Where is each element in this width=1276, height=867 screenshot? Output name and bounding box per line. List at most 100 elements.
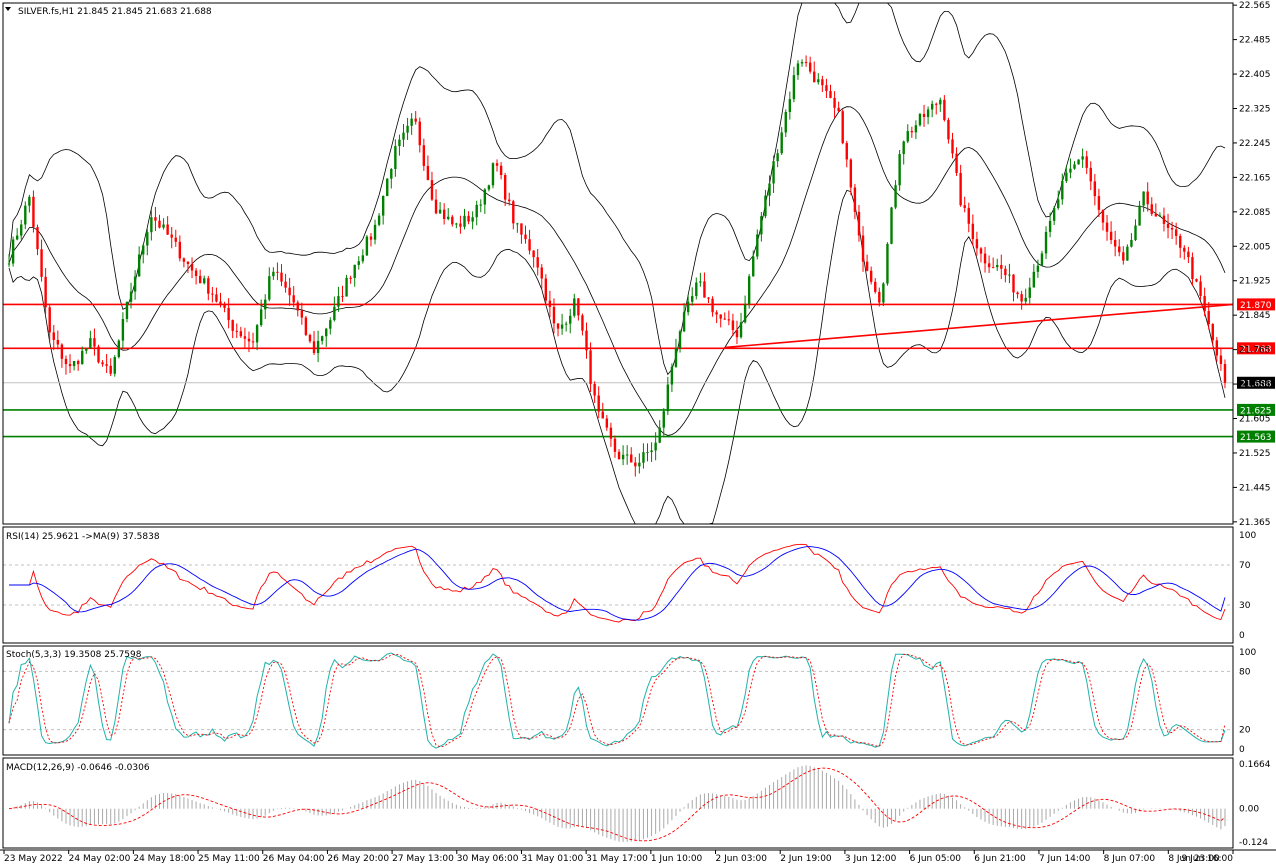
candle-body <box>654 442 657 451</box>
candle-body <box>760 216 763 235</box>
macd-tick-label: 0.1664 <box>1239 760 1271 770</box>
candle-body <box>1012 274 1015 293</box>
stochastic-pane[interactable] <box>3 652 1233 749</box>
candle-body <box>28 196 31 206</box>
candle-body <box>752 256 755 277</box>
candle-body <box>1105 222 1109 232</box>
candle-body <box>320 336 324 341</box>
candle-body <box>381 195 385 216</box>
candle-body <box>1097 196 1101 210</box>
level-tag <box>1237 298 1275 311</box>
candle-body <box>56 339 60 345</box>
candle-body <box>52 332 55 340</box>
candle-body <box>1162 215 1166 224</box>
rsi-frame <box>2 526 1234 644</box>
candle-body <box>60 344 64 359</box>
rsi-pane[interactable] <box>3 543 1233 623</box>
candle-body <box>243 336 247 339</box>
candle-body <box>11 239 15 264</box>
candle-body <box>556 323 560 329</box>
candle-body <box>552 306 556 324</box>
candle-body <box>426 165 430 181</box>
candle-body <box>1077 159 1080 165</box>
candle-body <box>532 250 535 258</box>
candle-body <box>894 185 897 208</box>
candle-body <box>369 236 373 240</box>
candle-body <box>943 99 946 120</box>
candle-body <box>625 454 629 456</box>
candle-body <box>76 360 80 365</box>
candle-body <box>280 272 283 282</box>
candle-body <box>560 324 564 329</box>
candle-body <box>1004 268 1007 276</box>
collapse-arrow-icon[interactable] <box>5 7 11 11</box>
stoch-frame <box>2 645 1234 756</box>
macd-signal-line <box>8 767 1226 842</box>
rsi-tick-label: 30 <box>1239 601 1251 611</box>
candle-body <box>804 62 808 64</box>
candle-body <box>174 237 177 242</box>
time-label: 8 Jun 23:00 <box>1168 854 1220 864</box>
candle-body <box>1109 231 1113 240</box>
candle-body <box>686 301 690 313</box>
time-label: 24 May 18:00 <box>133 854 195 864</box>
candle-body <box>589 350 592 384</box>
candle-body <box>447 216 450 219</box>
candle-body <box>345 277 348 297</box>
candle-body <box>329 320 332 329</box>
candle-body <box>650 450 653 453</box>
candle-body <box>1036 265 1040 272</box>
candle-body <box>1203 295 1206 312</box>
current-price-tag <box>1237 376 1275 389</box>
candle-body <box>373 224 377 240</box>
candle-body <box>292 295 295 303</box>
candle-body <box>865 261 869 271</box>
candle-body <box>983 253 987 264</box>
candle-body <box>365 236 369 256</box>
price-tick-label: 21.685 <box>1239 380 1271 390</box>
candle-body <box>198 275 202 284</box>
price-tick-label: 22.565 <box>1239 1 1271 11</box>
candle-body <box>1166 223 1170 228</box>
candle-body <box>979 248 983 254</box>
candle-body <box>512 201 515 224</box>
price-tick-label: 21.525 <box>1239 449 1271 459</box>
candle-body <box>967 207 970 224</box>
time-label: 6 Jun 21:00 <box>974 854 1026 864</box>
candle-body <box>723 318 726 320</box>
macd-pane[interactable] <box>8 765 1226 842</box>
stoch-tick-label: 80 <box>1239 667 1251 677</box>
level-tag <box>1237 342 1275 355</box>
candle-body <box>1057 199 1060 209</box>
price-tick-label: 21.845 <box>1239 311 1271 321</box>
rsi-tick-label: 70 <box>1239 561 1251 571</box>
level-tag-label: 21.563 <box>1240 433 1272 443</box>
macd-header: MACD(12,26,9) -0.0646 -0.0306 <box>6 763 150 773</box>
candle-body <box>312 341 316 354</box>
candle-body <box>682 312 686 332</box>
macd-tick-label: -0.124 <box>1239 838 1268 848</box>
candle-body <box>658 427 661 443</box>
candle-body <box>857 211 861 236</box>
candle-body <box>695 282 698 297</box>
price-pane[interactable] <box>3 2 1234 525</box>
candle-body <box>247 338 251 342</box>
candle-body <box>406 125 409 133</box>
candle-body <box>593 383 596 396</box>
candle-body <box>451 216 454 225</box>
candle-body <box>1126 246 1129 261</box>
time-label: 30 May 06:00 <box>457 854 519 864</box>
candle-body <box>255 325 259 343</box>
candle-body <box>975 239 979 249</box>
candle-body <box>81 350 84 365</box>
rsi-ma-line <box>9 546 1226 621</box>
candle-body <box>438 209 442 214</box>
candle-body <box>1093 181 1097 197</box>
candle-body <box>890 207 893 244</box>
candle-body <box>930 103 934 110</box>
candle-body <box>646 452 649 454</box>
candle-body <box>544 278 548 301</box>
candle-body <box>886 243 889 284</box>
candle-body <box>264 299 267 310</box>
